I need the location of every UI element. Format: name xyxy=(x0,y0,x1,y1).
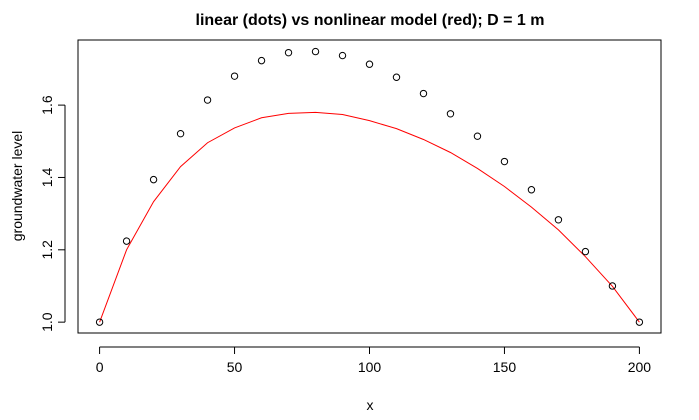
linear-model-point xyxy=(581,247,590,256)
linear-model-point xyxy=(446,110,455,118)
linear-model-point xyxy=(419,89,428,98)
linear-model-point xyxy=(635,318,644,326)
x-tick-label: 50 xyxy=(227,359,243,375)
y-axis: 1.0 1.2 1.4 1.6 xyxy=(39,95,66,332)
y-tick-label: 1.0 xyxy=(39,312,55,332)
series-layer xyxy=(95,47,644,326)
x-tick-label: 150 xyxy=(493,359,517,375)
linear-model-point xyxy=(338,51,347,60)
x-axis: 0 50 100 150 200 xyxy=(96,346,652,375)
linear-model-point xyxy=(230,72,239,80)
x-tick-label: 100 xyxy=(358,359,382,375)
linear-model-point xyxy=(149,175,158,184)
linear-model-point xyxy=(608,282,617,290)
linear-model-point xyxy=(95,318,104,326)
y-axis-label: groundwater level xyxy=(9,131,25,242)
plot-frame xyxy=(77,39,662,334)
linear-model-point xyxy=(554,216,563,224)
linear-model-point xyxy=(392,73,401,81)
linear-model-point xyxy=(257,56,266,65)
linear-model-point xyxy=(527,186,536,194)
linear-model-point xyxy=(203,96,212,104)
linear-model-point xyxy=(122,237,131,245)
y-tick-label: 1.2 xyxy=(39,240,55,260)
x-tick-label: 0 xyxy=(96,359,104,375)
x-axis-label: x xyxy=(367,397,374,413)
nonlinear-model-line xyxy=(99,111,640,323)
linear-model-point xyxy=(473,132,482,140)
linear-model-point xyxy=(176,129,185,138)
x-tick-label: 200 xyxy=(628,359,652,375)
chart-title: linear (dots) vs nonlinear model (red); … xyxy=(196,12,545,29)
linear-model-point xyxy=(500,157,509,166)
linear-model-point xyxy=(365,60,374,68)
linear-model-point xyxy=(311,47,320,56)
y-tick-label: 1.4 xyxy=(39,168,55,188)
y-tick-label: 1.6 xyxy=(39,95,55,115)
linear-model-point xyxy=(284,48,293,57)
